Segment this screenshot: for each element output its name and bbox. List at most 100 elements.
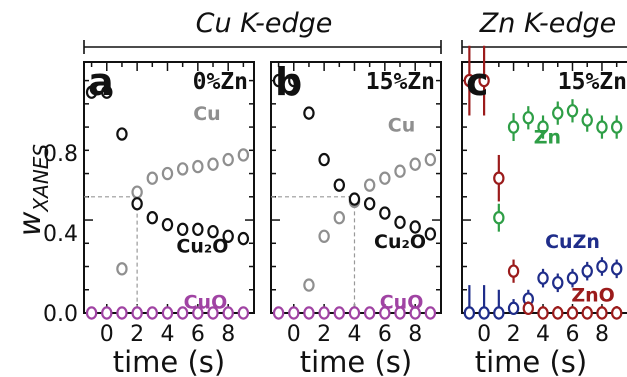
data-point [222,306,234,320]
panel-c: 0 2 4 6 8 time (s) Zn CuZn ZnO c 15%Zn [461,45,627,377]
data-point [596,259,608,274]
data-point [222,152,234,167]
data-point [192,222,204,237]
data-point [463,73,476,88]
series-label: CuZn [545,231,600,253]
data-point [192,306,204,320]
data-point [507,264,520,278]
data-point [176,222,189,237]
x-tick-label: 6 [191,322,205,347]
data-point [348,192,361,206]
data-point [581,306,593,320]
x-tick-label: 4 [160,322,174,347]
data-point [566,104,579,118]
series-label: CuO [184,291,228,313]
crossover-guide [84,196,138,313]
condition-label: 15%Zn [366,69,435,95]
data-point [596,306,608,320]
x-tick-label: 2 [507,322,521,347]
data-point [610,262,623,276]
data-point [424,227,437,241]
x-tick-label: 4 [536,322,550,347]
data-point [222,229,234,244]
x-tick-label: 6 [565,322,579,347]
data-point [272,306,285,320]
data-point [131,197,143,211]
data-point [101,306,113,320]
data-point [566,271,579,285]
x-tick-label: 8 [221,322,235,347]
data-point [363,178,376,192]
data-point [522,111,534,125]
series-label: Cu₂O [374,231,426,253]
data-point [161,166,174,181]
x-tick-label: 0 [100,322,114,347]
data-point [318,306,330,320]
data-point [507,301,520,316]
data-point [85,306,98,320]
data-point [424,152,437,167]
data-point [288,73,300,88]
series-cu-o: Cu₂O [272,73,437,253]
data-point [161,306,174,320]
data-point [101,85,113,99]
data-point [146,171,159,185]
y-tick-label: 0.8 [43,142,78,167]
panel-letter: c [466,60,489,104]
cu-edge-bracket [83,40,442,54]
data-point [237,231,250,246]
data-point [507,120,520,134]
zn-edge-title: Zn K-edge [479,8,616,39]
y-tick-label: 0.4 [43,222,78,247]
data-point [237,306,250,320]
data-point [303,278,315,292]
series-cuzn: CuZn [463,231,623,320]
series-cu: Cu [116,103,250,276]
x-axis-label: time (s) [113,345,225,377]
data-point [146,211,159,225]
data-point [394,306,406,320]
data-point [478,306,490,320]
data-point [363,197,376,211]
data-point [303,106,315,120]
data-point [581,113,593,127]
data-point [552,106,564,120]
data-point [207,224,219,239]
data-point [596,120,608,134]
x-tick-label: 6 [378,322,392,347]
data-point [581,264,593,278]
x-tick-label: 2 [130,322,144,347]
data-point [394,215,406,230]
data-point [537,271,549,285]
data-point [131,306,143,320]
y-axis-label-sub: XANES [29,144,53,213]
data-point [478,73,490,88]
data-point [192,159,204,174]
data-point [333,178,346,192]
data-point [318,229,330,244]
data-point [333,306,346,320]
y-axis-label: wXANES [13,144,53,237]
series-cu: Cu [303,115,437,292]
data-point [207,306,219,320]
y-tick-label: 0.0 [43,302,78,327]
data-point [394,164,406,178]
data-point [318,152,330,167]
data-point [272,73,285,88]
data-point [537,306,549,320]
data-point [409,220,421,234]
data-point [522,301,534,316]
series-label: Cu [388,115,415,137]
panel-letter: b [275,60,302,104]
series-label: CuO [380,291,424,313]
series-cuo: CuO [85,291,250,320]
data-point [409,157,421,171]
data-point [207,157,219,171]
series-label: Cu₂O [176,236,228,258]
data-point [131,185,143,199]
data-point [237,148,250,162]
data-point [363,306,376,320]
